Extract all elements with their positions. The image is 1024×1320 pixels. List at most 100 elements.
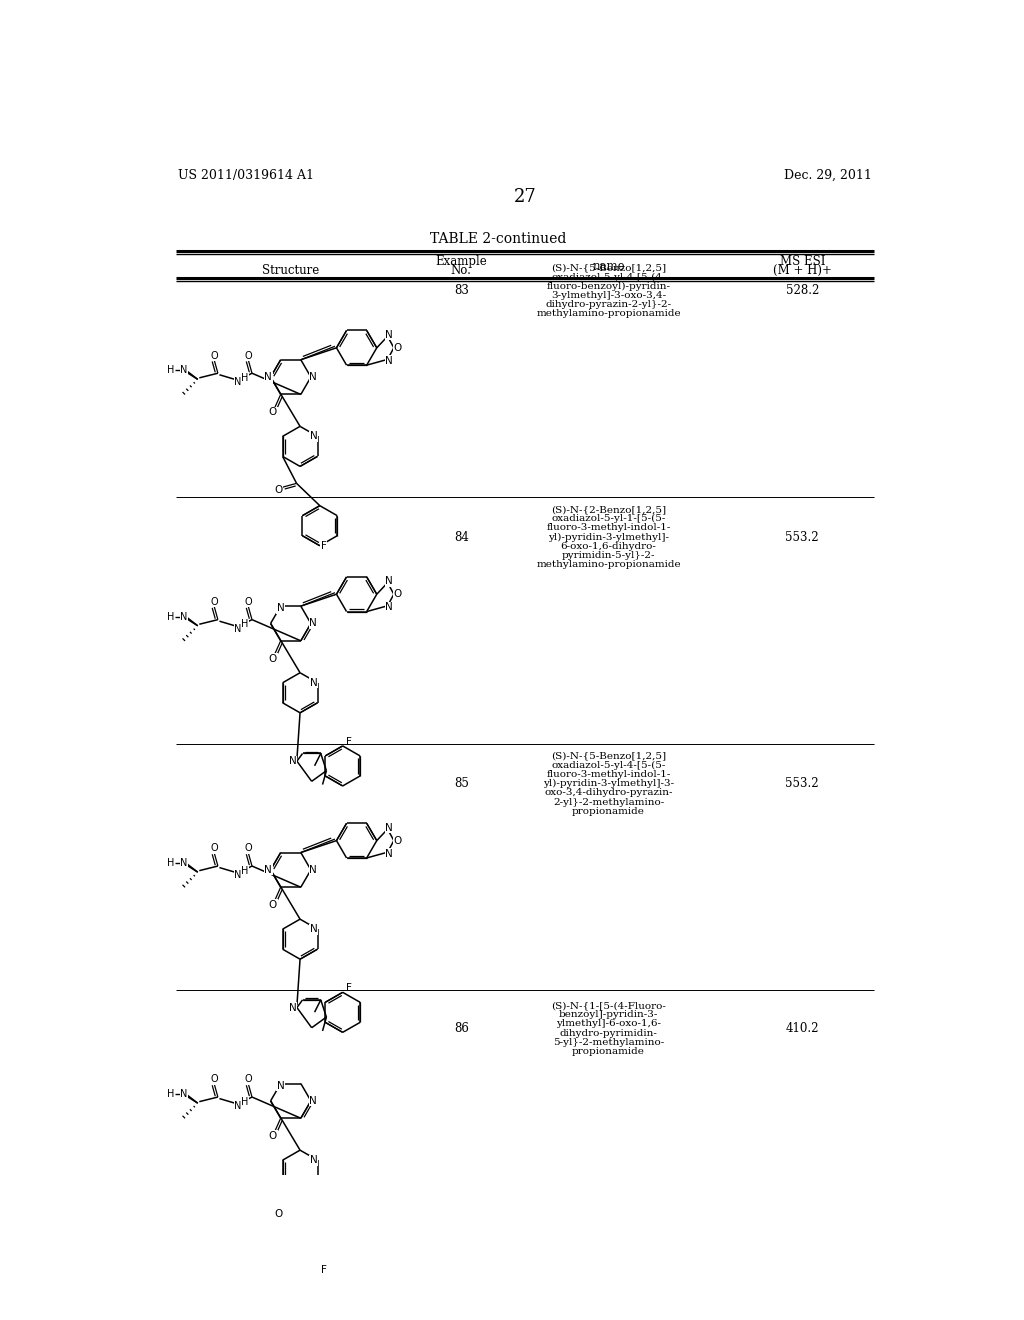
Text: F: F <box>321 1265 327 1275</box>
Text: N: N <box>385 356 393 366</box>
Text: 5-yl}-2-methylamino-: 5-yl}-2-methylamino- <box>553 1038 665 1047</box>
Text: N: N <box>309 677 317 688</box>
Text: N: N <box>234 1101 242 1111</box>
Text: H: H <box>241 619 249 630</box>
Text: dihydro-pyrimidin-: dihydro-pyrimidin- <box>559 1028 657 1038</box>
Text: H: H <box>241 866 249 875</box>
Text: F: F <box>346 737 352 747</box>
Text: N: N <box>385 330 393 339</box>
Text: H: H <box>167 611 174 622</box>
Text: N: N <box>234 378 242 388</box>
Text: O: O <box>245 597 252 607</box>
Text: methylamino-propionamide: methylamino-propionamide <box>537 309 681 318</box>
Text: N: N <box>289 1003 297 1012</box>
Text: O: O <box>393 343 401 352</box>
Text: F: F <box>321 541 327 550</box>
Text: Example: Example <box>435 255 487 268</box>
Text: N: N <box>309 865 317 875</box>
Text: 6-oxo-1,6-dihydro-: 6-oxo-1,6-dihydro- <box>560 543 656 550</box>
Text: 83: 83 <box>454 284 469 297</box>
Text: O: O <box>210 351 218 360</box>
Text: methylamino-propionamide: methylamino-propionamide <box>537 561 681 569</box>
Text: N: N <box>264 865 272 875</box>
Text: MS ESI: MS ESI <box>779 255 825 268</box>
Text: O: O <box>268 407 278 417</box>
Text: N: N <box>385 822 393 833</box>
Text: Structure: Structure <box>262 264 319 277</box>
Text: 410.2: 410.2 <box>785 1022 819 1035</box>
Text: (M + H)+: (M + H)+ <box>773 264 831 277</box>
Text: N: N <box>309 432 317 441</box>
Text: N: N <box>276 603 285 614</box>
Text: US 2011/0319614 A1: US 2011/0319614 A1 <box>178 169 314 182</box>
Text: N: N <box>309 372 317 381</box>
Text: F: F <box>346 983 352 994</box>
Text: H: H <box>167 858 174 869</box>
Text: N: N <box>180 1089 187 1100</box>
Text: N: N <box>276 1081 285 1090</box>
Text: (S)-N-{5-Benzo[1,2,5]: (S)-N-{5-Benzo[1,2,5] <box>551 263 666 272</box>
Text: N: N <box>309 1096 317 1106</box>
Text: benzoyl]-pyridin-3-: benzoyl]-pyridin-3- <box>559 1010 658 1019</box>
Text: Dec. 29, 2011: Dec. 29, 2011 <box>784 169 872 182</box>
Text: No.: No. <box>451 264 472 277</box>
Text: oxo-3,4-dihydro-pyrazin-: oxo-3,4-dihydro-pyrazin- <box>544 788 673 797</box>
Text: oxadiazol-5-yl-4-[5-(4-: oxadiazol-5-yl-4-[5-(4- <box>551 272 666 281</box>
Text: (S)-N-{2-Benzo[1,2,5]: (S)-N-{2-Benzo[1,2,5] <box>551 506 666 513</box>
Text: N: N <box>180 611 187 622</box>
Text: (S)-N-{5-Benzo[1,2,5]: (S)-N-{5-Benzo[1,2,5] <box>551 751 666 760</box>
Text: O: O <box>274 1209 283 1220</box>
Text: N: N <box>309 924 317 935</box>
Text: H: H <box>241 1097 249 1106</box>
Text: name: name <box>592 260 625 273</box>
Text: propionamide: propionamide <box>572 807 645 816</box>
Text: O: O <box>268 653 278 664</box>
Text: propionamide: propionamide <box>572 1047 645 1056</box>
Text: N: N <box>385 602 393 612</box>
Text: 27: 27 <box>513 187 537 206</box>
Text: fluoro-3-methyl-indol-1-: fluoro-3-methyl-indol-1- <box>547 524 671 532</box>
Text: H: H <box>167 1089 174 1100</box>
Text: 86: 86 <box>454 1022 469 1035</box>
Text: N: N <box>180 366 187 375</box>
Text: 553.2: 553.2 <box>785 531 819 544</box>
Text: N: N <box>385 576 393 586</box>
Text: H: H <box>241 372 249 383</box>
Text: N: N <box>289 756 297 766</box>
Text: O: O <box>268 1131 278 1140</box>
Text: yl)-pyridin-3-ylmethyl]-: yl)-pyridin-3-ylmethyl]- <box>548 533 669 541</box>
Text: O: O <box>245 1074 252 1084</box>
Text: 528.2: 528.2 <box>785 284 819 297</box>
Text: N: N <box>264 372 272 381</box>
Text: N: N <box>309 1155 317 1166</box>
Text: O: O <box>210 597 218 607</box>
Text: 85: 85 <box>454 777 469 791</box>
Text: fluoro-benzoyl)-pyridin-: fluoro-benzoyl)-pyridin- <box>547 281 671 290</box>
Text: 84: 84 <box>454 531 469 544</box>
Text: N: N <box>180 858 187 869</box>
Text: O: O <box>245 351 252 360</box>
Text: N: N <box>234 624 242 634</box>
Text: N: N <box>234 870 242 880</box>
Text: oxadiazol-5-yl-4-[5-(5-: oxadiazol-5-yl-4-[5-(5- <box>551 760 666 770</box>
Text: O: O <box>393 836 401 846</box>
Text: O: O <box>210 1074 218 1084</box>
Text: H: H <box>167 366 174 375</box>
Text: dihydro-pyrazin-2-yl}-2-: dihydro-pyrazin-2-yl}-2- <box>546 300 672 309</box>
Text: N: N <box>309 619 317 628</box>
Text: 2-yl}-2-methylamino-: 2-yl}-2-methylamino- <box>553 797 665 807</box>
Text: O: O <box>210 843 218 853</box>
Text: ylmethyl]-6-oxo-1,6-: ylmethyl]-6-oxo-1,6- <box>556 1019 662 1028</box>
Text: 553.2: 553.2 <box>785 777 819 791</box>
Text: O: O <box>245 843 252 853</box>
Text: O: O <box>268 900 278 909</box>
Text: O: O <box>274 486 283 495</box>
Text: O: O <box>393 589 401 599</box>
Text: fluoro-3-methyl-indol-1-: fluoro-3-methyl-indol-1- <box>547 770 671 779</box>
Text: N: N <box>385 849 393 859</box>
Text: yl)-pyridin-3-ylmethyl]-3-: yl)-pyridin-3-ylmethyl]-3- <box>543 779 674 788</box>
Text: TABLE 2-continued: TABLE 2-continued <box>430 232 566 247</box>
Text: 3-ylmethyl]-3-oxo-3,4-: 3-ylmethyl]-3-oxo-3,4- <box>551 290 666 300</box>
Text: (S)-N-{1-[5-(4-Fluoro-: (S)-N-{1-[5-(4-Fluoro- <box>551 1001 666 1010</box>
Text: pyrimidin-5-yl}-2-: pyrimidin-5-yl}-2- <box>562 552 655 560</box>
